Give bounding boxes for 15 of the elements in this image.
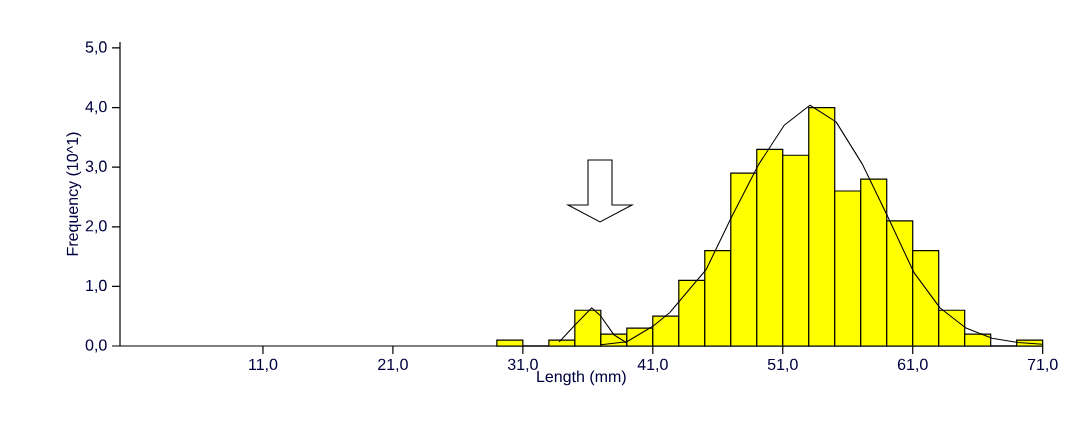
x-tick-label: 61,0 [897,358,928,372]
x-tick-label: 71,0 [1027,358,1058,372]
x-tick-label: 21,0 [378,358,408,372]
x-tick-label: 31,0 [507,358,538,372]
y-tick-label: 2,0 [85,220,107,234]
y-tick-label: 5,0 [85,41,107,55]
y-axis-title: Frequency (10^1) [66,132,82,256]
x-tick-label: 11,0 [249,358,278,372]
y-tick-label: 0,0 [85,339,107,353]
y-tick-label: 4,0 [85,100,107,115]
x-tick-label: 41,0 [637,358,668,372]
y-tick-label: 1,0 [86,279,107,293]
x-tick-label: 51,0 [767,358,798,372]
y-tick-label: 3,0 [85,160,107,174]
x-axis-title: Length (mm) [537,370,626,386]
